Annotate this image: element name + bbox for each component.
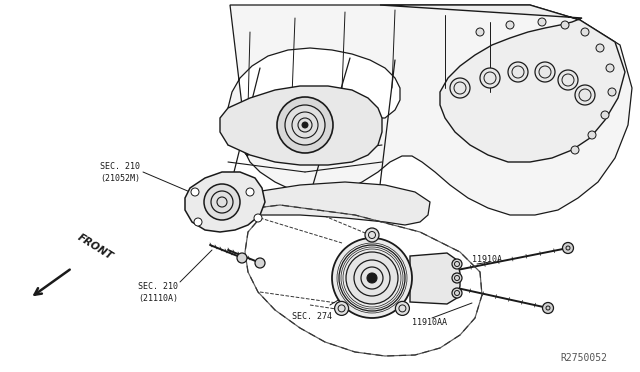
Circle shape (191, 188, 199, 196)
Circle shape (606, 64, 614, 72)
Text: SEC. 274: SEC. 274 (292, 312, 332, 321)
Text: 11910AA: 11910AA (412, 318, 447, 327)
Circle shape (277, 97, 333, 153)
Circle shape (476, 28, 484, 36)
Circle shape (608, 88, 616, 96)
Circle shape (346, 252, 398, 304)
Polygon shape (380, 5, 625, 162)
Polygon shape (255, 182, 430, 225)
Text: FRONT: FRONT (76, 232, 115, 262)
Circle shape (538, 18, 546, 26)
Circle shape (575, 85, 595, 105)
Polygon shape (185, 172, 265, 232)
Circle shape (254, 214, 262, 222)
Circle shape (543, 302, 554, 314)
Circle shape (367, 273, 377, 283)
Circle shape (563, 243, 573, 253)
Circle shape (452, 259, 462, 269)
Circle shape (452, 273, 462, 283)
Circle shape (508, 62, 528, 82)
Circle shape (535, 62, 555, 82)
Circle shape (588, 131, 596, 139)
Circle shape (285, 105, 325, 145)
Circle shape (450, 78, 470, 98)
Circle shape (246, 188, 254, 196)
Circle shape (365, 228, 379, 242)
Polygon shape (220, 86, 382, 165)
Circle shape (558, 70, 578, 90)
Circle shape (255, 258, 265, 268)
Circle shape (571, 146, 579, 154)
Text: SEC. 210
(21110A): SEC. 210 (21110A) (138, 282, 178, 303)
Polygon shape (228, 5, 632, 215)
Circle shape (561, 21, 569, 29)
Circle shape (332, 238, 412, 318)
Circle shape (396, 301, 410, 315)
Circle shape (335, 301, 349, 315)
Text: SEC. 210
(21052M): SEC. 210 (21052M) (100, 162, 140, 183)
Circle shape (194, 218, 202, 226)
Circle shape (237, 253, 247, 263)
Circle shape (204, 184, 240, 220)
Circle shape (452, 288, 462, 298)
Circle shape (581, 28, 589, 36)
Circle shape (480, 68, 500, 88)
Polygon shape (410, 253, 460, 304)
Circle shape (506, 21, 514, 29)
Text: R2750052: R2750052 (560, 353, 607, 363)
Circle shape (302, 122, 308, 128)
Text: 11910A: 11910A (472, 255, 502, 264)
Circle shape (601, 111, 609, 119)
Circle shape (596, 44, 604, 52)
